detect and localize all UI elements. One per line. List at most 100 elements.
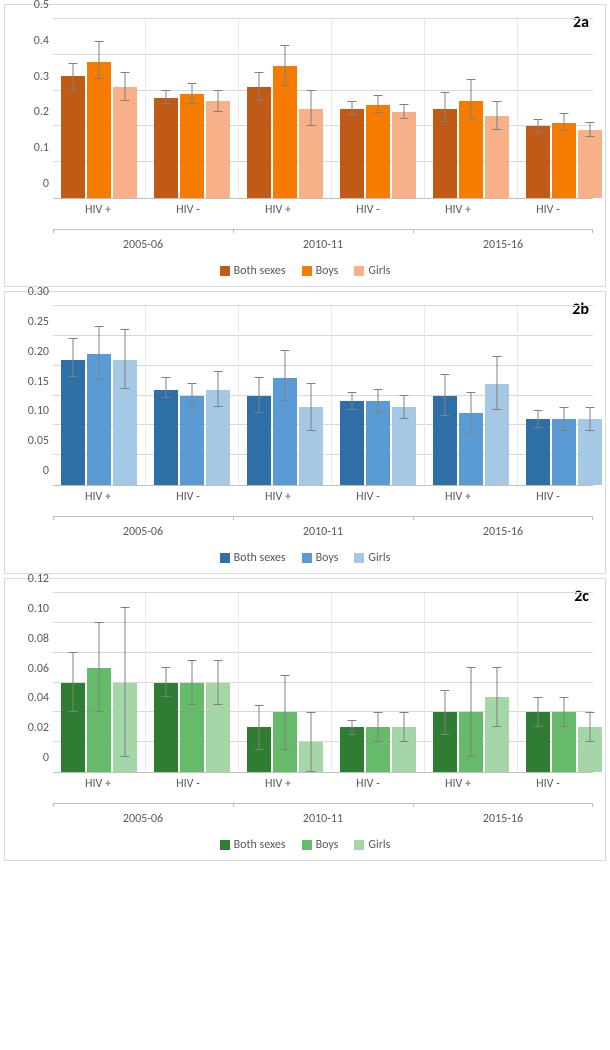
- bar: [392, 112, 416, 198]
- error-bar: [404, 712, 405, 742]
- plot-region: 00.020.040.060.080.100.12: [53, 593, 593, 773]
- bar: [113, 87, 137, 198]
- error-bar: [352, 392, 353, 410]
- legend-swatch: [354, 553, 364, 563]
- bar: [61, 360, 85, 485]
- legend-swatch: [302, 840, 312, 850]
- bar: [578, 419, 602, 485]
- bar: [392, 407, 416, 485]
- y-tick-label: 0.04: [15, 691, 49, 705]
- bar: [366, 727, 390, 772]
- bar: [180, 396, 204, 486]
- error-bar: [99, 41, 100, 79]
- x-axis-sub: HIV +HIV -HIV +HIV -HIV +HIV -: [53, 486, 593, 516]
- bar: [578, 727, 602, 772]
- error-bar: [259, 377, 260, 413]
- bar: [113, 683, 137, 773]
- bar: [206, 101, 230, 198]
- bar: [247, 396, 271, 486]
- chart-panel-2c: 2c00.020.040.060.080.100.12HIV +HIV -HIV…: [4, 578, 606, 861]
- bar-group: [53, 306, 145, 485]
- x-sub-label: HIV -: [503, 199, 593, 229]
- y-tick-label: 0: [15, 464, 49, 478]
- error-bar: [352, 101, 353, 115]
- bar: [299, 109, 323, 199]
- bar: [299, 742, 323, 772]
- y-tick-label: 0.3: [15, 70, 49, 84]
- bar: [273, 66, 297, 198]
- x-sub-label: HIV +: [413, 486, 503, 516]
- plot-region: 00.050.100.150.200.250.30: [53, 306, 593, 486]
- error-bar: [192, 383, 193, 407]
- legend-swatch: [302, 266, 312, 276]
- legend-label: Boys: [316, 264, 339, 278]
- error-bar: [192, 660, 193, 705]
- error-bar: [125, 329, 126, 389]
- x-sub-label: HIV +: [233, 773, 323, 803]
- legend-swatch: [220, 840, 230, 850]
- x-sub-label: HIV +: [53, 486, 143, 516]
- bar-groups: [53, 19, 593, 198]
- x-sub-label: HIV -: [323, 486, 413, 516]
- bar: [154, 98, 178, 198]
- legend-item: Both sexes: [220, 838, 286, 852]
- bar: [552, 123, 576, 198]
- x-sub-label: HIV +: [53, 199, 143, 229]
- legend-label: Girls: [368, 551, 390, 565]
- y-tick-label: 0.4: [15, 34, 49, 48]
- bar: [552, 712, 576, 772]
- bar: [578, 130, 602, 198]
- bar-groups: [53, 306, 593, 485]
- error-bar: [192, 83, 193, 105]
- error-bar: [125, 607, 126, 757]
- bar: [61, 683, 85, 773]
- bar-group: [424, 593, 517, 772]
- y-tick-label: 0.10: [15, 404, 49, 418]
- y-tick-label: 0: [15, 751, 49, 765]
- bar-group: [424, 19, 517, 198]
- x-major-label: 2005-06: [53, 230, 233, 256]
- legend-label: Both sexes: [234, 264, 286, 278]
- error-bar: [471, 79, 472, 119]
- bar-group: [145, 306, 238, 485]
- bar: [180, 94, 204, 198]
- x-sub-label: HIV +: [413, 773, 503, 803]
- error-bar: [564, 407, 565, 431]
- bar-group: [53, 593, 145, 772]
- y-tick-label: 0.08: [15, 632, 49, 646]
- x-sub-label: HIV -: [503, 773, 593, 803]
- bar: [113, 360, 137, 485]
- error-bar: [259, 705, 260, 750]
- chart-area: 00.050.100.150.200.250.30HIV +HIV -HIV +…: [53, 306, 593, 516]
- y-tick-label: 0.10: [15, 602, 49, 616]
- bar: [206, 683, 230, 773]
- error-bar: [564, 113, 565, 131]
- bar: [273, 712, 297, 772]
- bar: [366, 105, 390, 198]
- legend-item: Boys: [302, 838, 339, 852]
- bar: [154, 390, 178, 485]
- legend-swatch: [354, 840, 364, 850]
- bar-group: [145, 593, 238, 772]
- error-bar: [404, 104, 405, 118]
- legend-item: Boys: [302, 551, 339, 565]
- y-tick-label: 0: [15, 177, 49, 191]
- error-bar: [259, 72, 260, 101]
- error-bar: [471, 667, 472, 757]
- y-tick-label: 0.02: [15, 721, 49, 735]
- error-bar: [311, 383, 312, 431]
- bar: [485, 384, 509, 485]
- bar: [392, 727, 416, 772]
- legend-label: Both sexes: [234, 838, 286, 852]
- legend-item: Girls: [354, 838, 390, 852]
- error-bar: [378, 95, 379, 113]
- bar: [526, 712, 550, 772]
- legend-item: Both sexes: [220, 551, 286, 565]
- x-major-label: 2010-11: [233, 804, 413, 830]
- bar: [459, 101, 483, 198]
- x-sub-label: HIV -: [143, 486, 233, 516]
- legend-label: Girls: [368, 264, 390, 278]
- legend-label: Boys: [316, 838, 339, 852]
- bar: [87, 668, 111, 772]
- bar: [366, 401, 390, 485]
